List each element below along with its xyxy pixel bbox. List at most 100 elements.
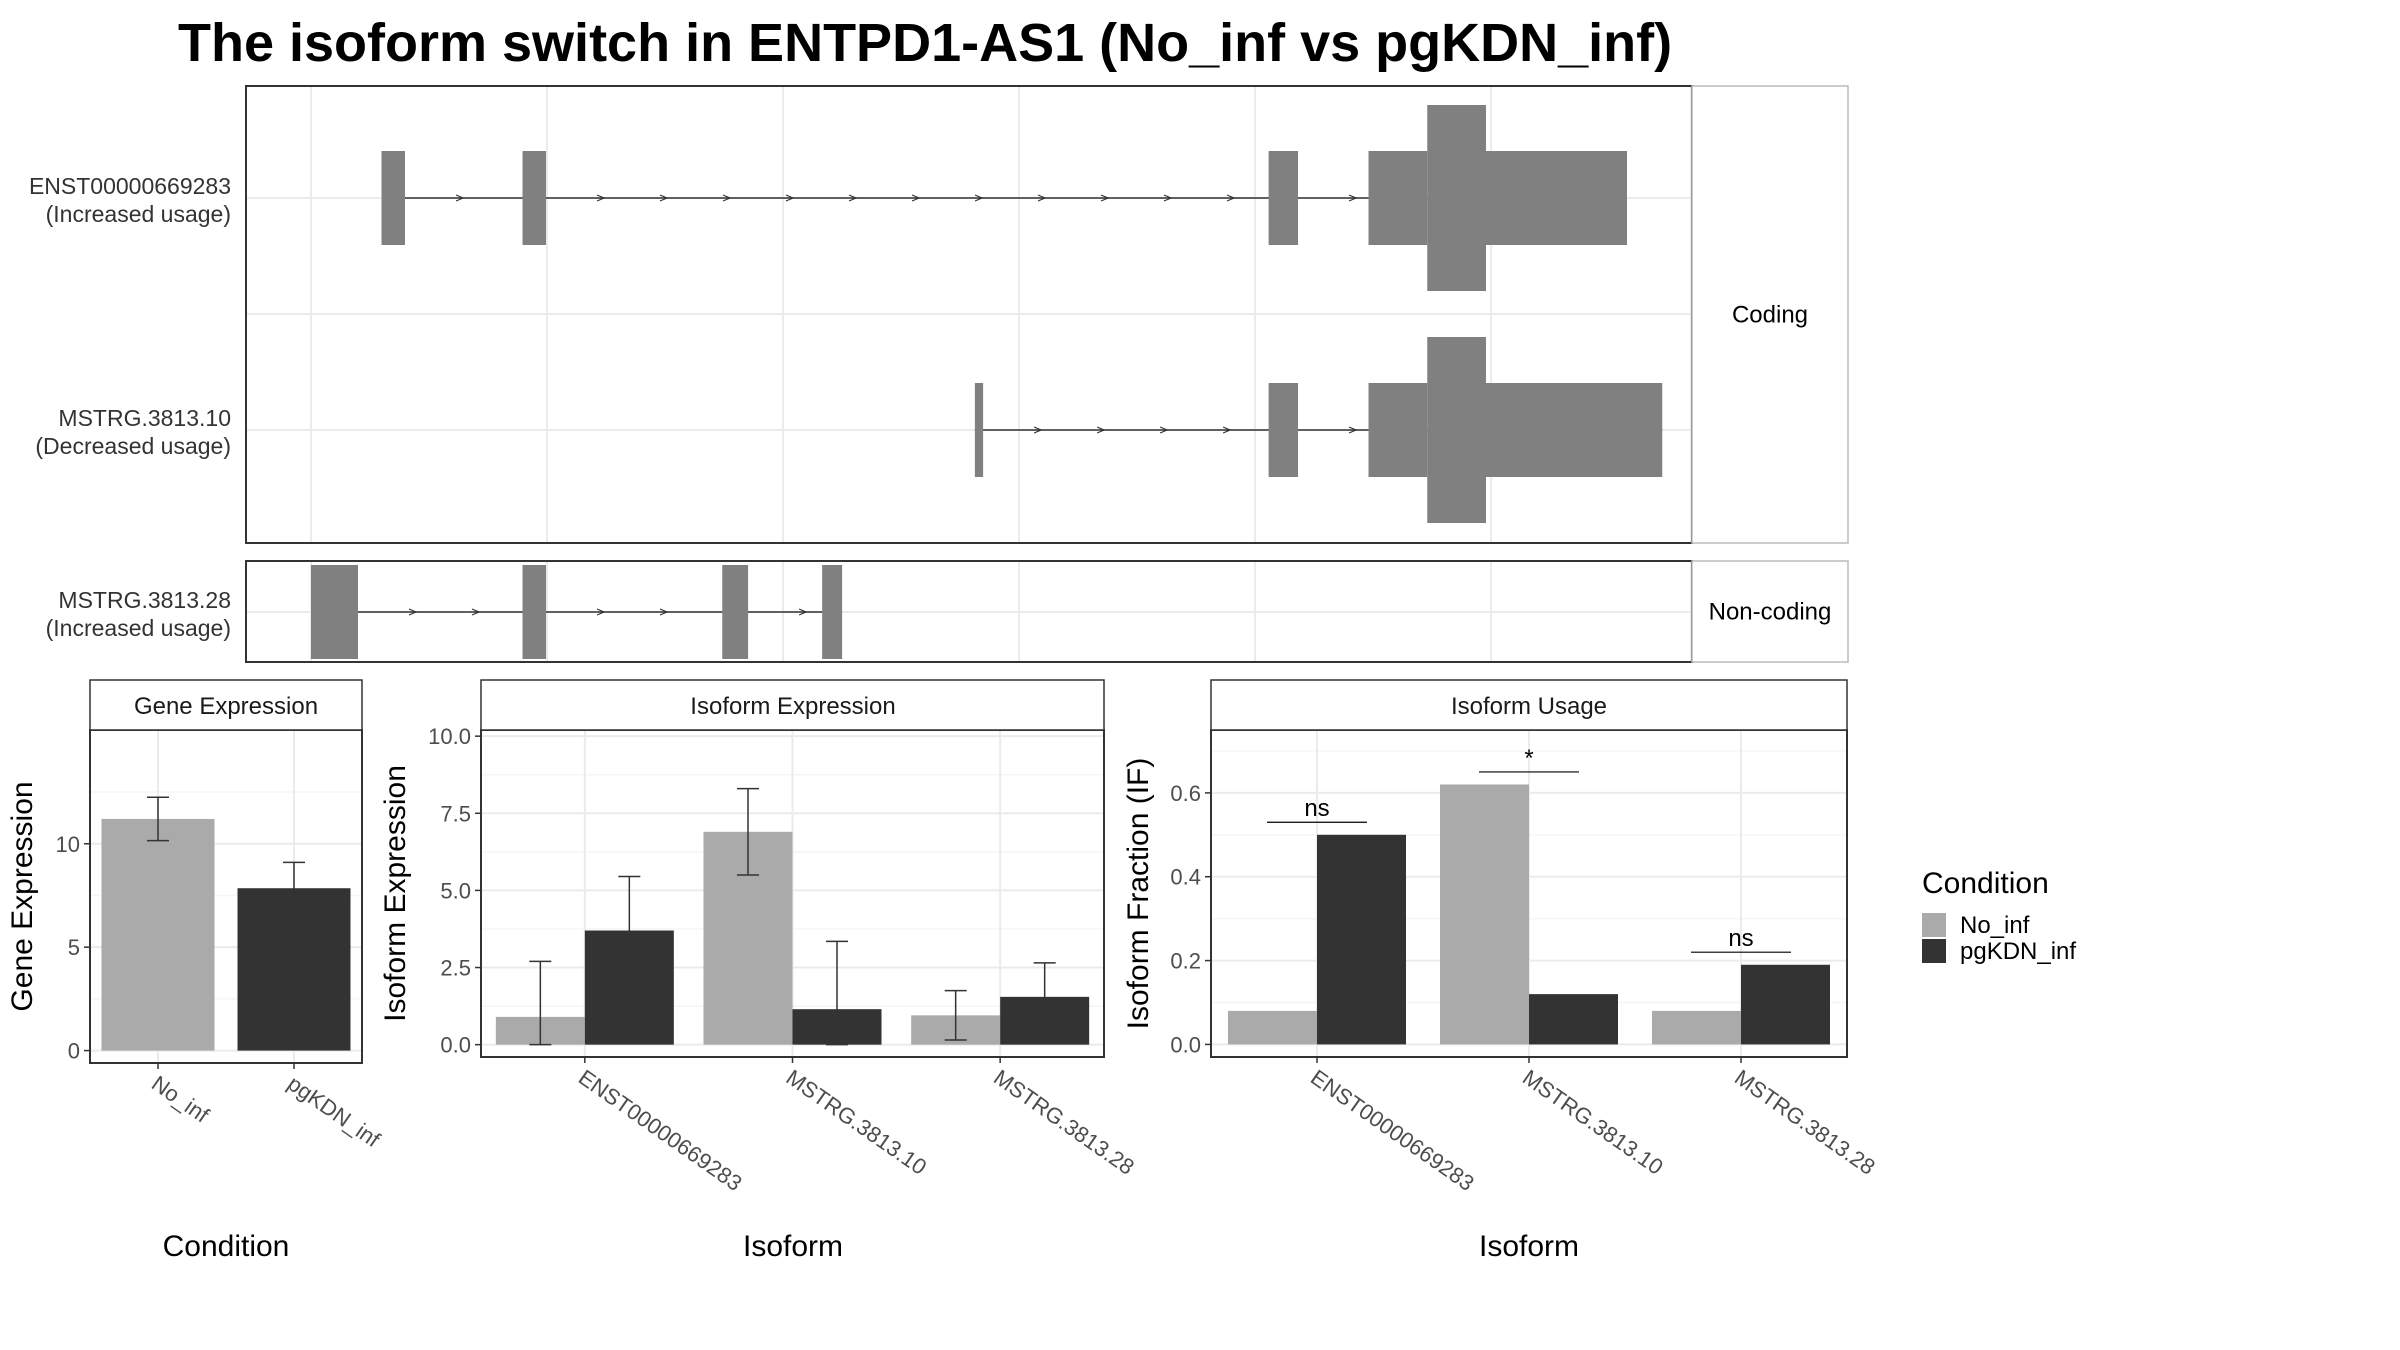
transcript-usage-label: (Decreased usage) xyxy=(35,433,231,459)
y-tick-label: 5 xyxy=(68,935,80,960)
x-axis-title-isoform-expression: Isoform xyxy=(743,1230,843,1263)
x-tick-label: ENST00000669283 xyxy=(574,1065,747,1196)
exon-block xyxy=(522,151,546,245)
x-tick-label: MSTRG.3813.28 xyxy=(1730,1065,1880,1180)
strand-arrow xyxy=(1033,426,1043,434)
y-tick-label: 0 xyxy=(68,1039,80,1064)
transcript-id-label: MSTRG.3813.10 xyxy=(58,405,231,431)
exon-block xyxy=(1268,151,1298,245)
x-tick-label: ENST00000669283 xyxy=(1306,1065,1479,1196)
figure-title: The isoform switch in ENTPD1-AS1 (No_inf… xyxy=(178,13,1672,73)
bar-No_inf-MSTRG.3813.10 xyxy=(1440,784,1529,1045)
y-tick-label: 5.0 xyxy=(440,878,471,903)
exon-block xyxy=(822,565,843,659)
transcript-usage-label: (Increased usage) xyxy=(46,615,231,641)
strip-title-gene-expression: Gene Expression xyxy=(134,693,318,720)
x-tick-label: MSTRG.3813.10 xyxy=(782,1065,932,1180)
x-axis-title-isoform-usage: Isoform xyxy=(1479,1230,1579,1263)
x-tick-label: No_inf xyxy=(147,1071,214,1128)
exon-block xyxy=(311,565,358,659)
legend-label-No_inf: No_inf xyxy=(1960,912,2030,939)
exon-block xyxy=(1368,151,1428,245)
strand-arrow xyxy=(1159,426,1169,434)
strand-arrow xyxy=(974,194,984,202)
bar-pgKDN_inf-MSTRG.3813.28 xyxy=(1741,964,1830,1045)
y-tick-label: 0.0 xyxy=(1170,1032,1201,1057)
strand-arrow xyxy=(1222,426,1232,434)
strand-arrow xyxy=(659,194,669,202)
strip-gene-expression xyxy=(89,679,363,731)
strand-arrow xyxy=(1037,194,1047,202)
y-tick-label: 0.6 xyxy=(1170,781,1201,806)
strand-arrow xyxy=(848,194,858,202)
legend-label-pgKDN_inf: pgKDN_inf xyxy=(1960,938,2076,965)
strand-arrow xyxy=(471,608,481,616)
strand-arrow xyxy=(1096,426,1106,434)
y-tick-label: 10.0 xyxy=(428,724,471,749)
bar-pgKDN_inf-pgKDN_inf xyxy=(237,888,351,1051)
bar-pgKDN_inf-MSTRG.3813.10 xyxy=(1529,994,1618,1045)
strand-arrow xyxy=(455,194,465,202)
legend-title: Condition xyxy=(1922,867,2049,900)
strand-arrow xyxy=(1226,194,1236,202)
strip-isoform-usage xyxy=(1210,679,1848,731)
strand-arrow xyxy=(798,608,808,616)
facet-strip-non-coding xyxy=(1691,560,1849,663)
strip-title-isoform-expression: Isoform Expression xyxy=(690,693,895,720)
y-tick-label: 10 xyxy=(56,832,80,857)
bar-No_inf-MSTRG.3813.28 xyxy=(1652,1010,1741,1045)
y-tick-label: 0.4 xyxy=(1170,865,1201,890)
strand-arrow xyxy=(785,194,795,202)
strip-isoform-expression xyxy=(480,679,1105,731)
strand-arrow xyxy=(659,608,669,616)
x-tick-label: MSTRG.3813.10 xyxy=(1518,1065,1668,1180)
strand-arrow xyxy=(1348,194,1358,202)
transcript-id-label: MSTRG.3813.28 xyxy=(58,587,231,613)
strand-arrow xyxy=(1100,194,1110,202)
exon-block xyxy=(1368,383,1428,477)
transcript-structure-panel: ENST00000669283(Increased usage)MSTRG.38… xyxy=(29,85,1849,663)
exon-block xyxy=(1486,151,1627,245)
exon-block xyxy=(1486,383,1663,477)
significance-label: * xyxy=(1524,745,1533,772)
y-tick-label: 0.2 xyxy=(1170,949,1201,974)
x-axis-title-gene-expression: Condition xyxy=(163,1230,290,1263)
y-tick-label: 7.5 xyxy=(440,801,471,826)
legend-key-No_inf xyxy=(1922,913,1946,937)
x-tick-label: MSTRG.3813.28 xyxy=(989,1065,1139,1180)
significance-label: ns xyxy=(1728,925,1753,952)
strand-arrow xyxy=(722,194,732,202)
significance-label: ns xyxy=(1304,795,1329,822)
y-tick-label: 0.0 xyxy=(440,1033,471,1058)
transcript-id-label: ENST00000669283 xyxy=(29,173,231,199)
strand-arrow xyxy=(596,608,606,616)
y-axis-title-gene-expression: Gene Expression xyxy=(6,781,39,1011)
bar-No_inf-ENST00000669283 xyxy=(1228,1010,1317,1045)
bar-No_inf-No_inf xyxy=(101,818,215,1051)
strand-arrow xyxy=(911,194,921,202)
exon-block xyxy=(381,151,405,245)
facet-label-coding: Coding xyxy=(1732,302,1808,329)
strand-arrow xyxy=(1348,426,1358,434)
x-tick-label: pgKDN_inf xyxy=(283,1071,385,1153)
y-axis-title-isoform-expression: Isoform Expression xyxy=(379,765,412,1022)
bar-charts-panel: 0 5 10 Gene Expression No_inf pgKDN_inf Condit… xyxy=(6,679,1880,1263)
strip-title-isoform-usage: Isoform Usage xyxy=(1451,693,1607,720)
facet-label-non-coding: Non-coding xyxy=(1709,599,1832,626)
strand-arrow xyxy=(408,608,418,616)
strand-arrow xyxy=(1163,194,1173,202)
facet-strip-coding xyxy=(1691,85,1849,544)
legend-key-pgKDN_inf xyxy=(1922,939,1946,963)
y-tick-label: 2.5 xyxy=(440,956,471,981)
exon-block xyxy=(974,383,984,477)
transcript-usage-label: (Increased usage) xyxy=(46,201,231,227)
exon-block xyxy=(522,565,546,659)
exon-block xyxy=(1427,337,1486,523)
y-axis-title-isoform-usage: Isoform Fraction (IF) xyxy=(1122,758,1155,1030)
strand-arrow xyxy=(596,194,606,202)
exon-block xyxy=(1427,105,1486,291)
bar-pgKDN_inf-ENST00000669283 xyxy=(1317,834,1406,1045)
exon-block xyxy=(722,565,749,659)
